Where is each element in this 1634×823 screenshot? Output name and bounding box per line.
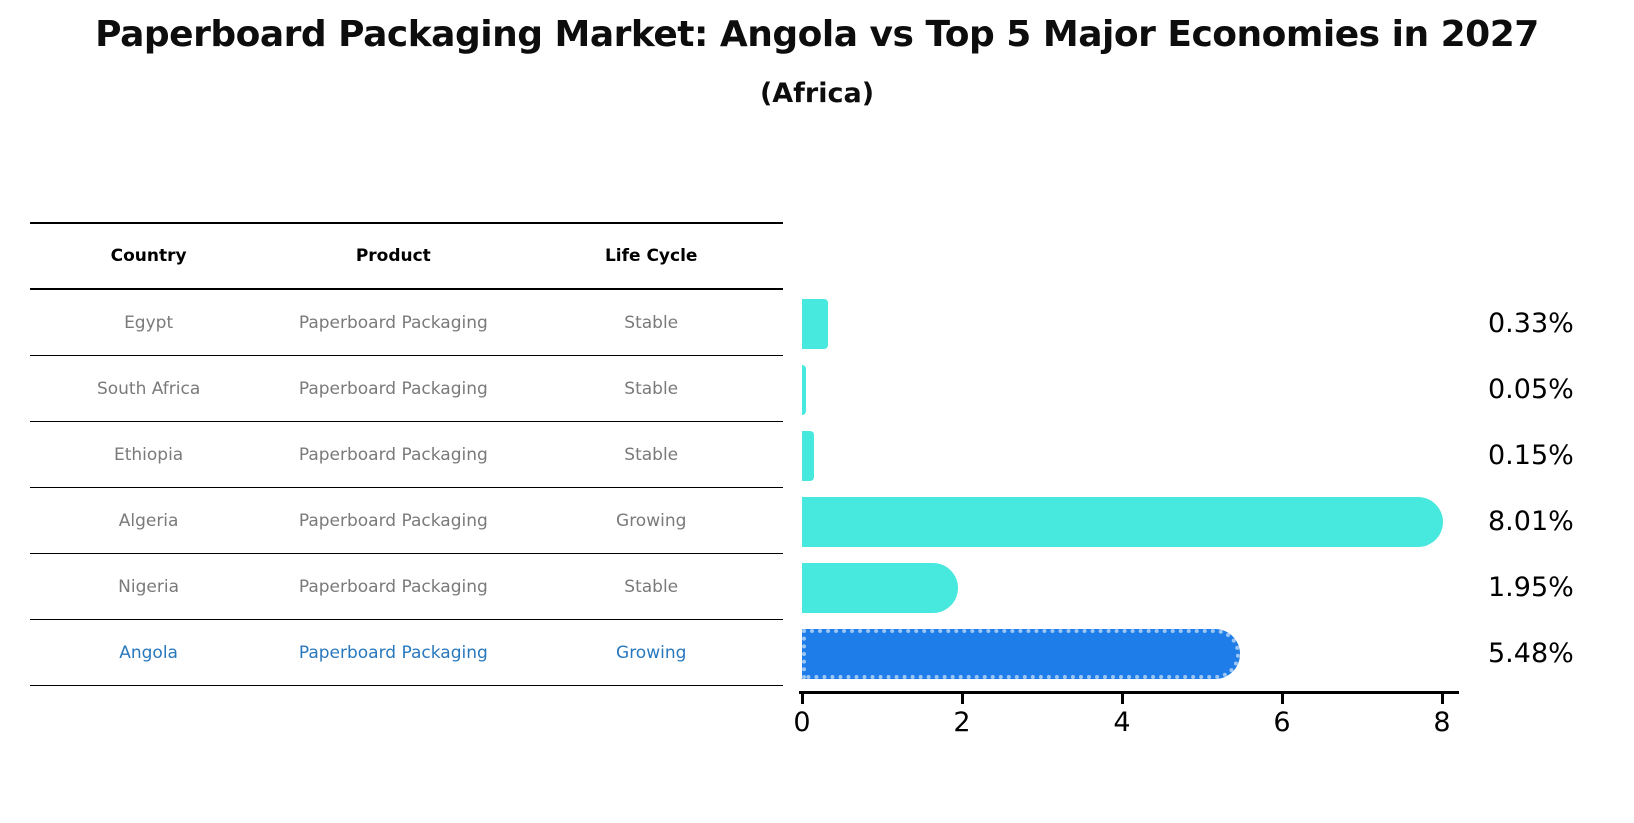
table-row: Egypt Paperboard Packaging Stable	[30, 290, 783, 356]
country-cell: South Africa	[96, 378, 201, 399]
value-label: 0.05%	[1488, 374, 1574, 405]
chart-bar	[802, 629, 1241, 679]
x-axis-tick-label: 0	[793, 707, 811, 738]
value-label: 1.95%	[1488, 572, 1574, 603]
country-cell: Ethiopia	[113, 444, 184, 465]
product-cell: Paperboard Packaging	[298, 510, 488, 531]
x-axis-tick	[961, 694, 964, 704]
chart-subtitle: (Africa)	[759, 78, 875, 109]
value-label: 0.33%	[1488, 308, 1574, 339]
product-cell: Paperboard Packaging	[298, 378, 488, 399]
product-cell: Paperboard Packaging	[298, 444, 488, 465]
country-cell: Nigeria	[118, 576, 179, 597]
chart-bar	[802, 299, 829, 349]
chart-title: Paperboard Packaging Market: Angola vs T…	[95, 14, 1539, 55]
table-header-life-cycle: Life Cycle	[604, 246, 698, 266]
value-label: 0.15%	[1488, 440, 1574, 471]
country-cell: Angola	[119, 642, 178, 663]
table-header-row: Country Product Life Cycle	[30, 224, 783, 290]
life-cycle-cell: Stable	[624, 312, 679, 333]
product-cell: Paperboard Packaging	[298, 642, 488, 663]
product-cell: Paperboard Packaging	[298, 576, 488, 597]
life-cycle-cell: Stable	[624, 576, 679, 597]
x-axis-tick-label: 6	[1273, 707, 1291, 738]
table-header-country: Country	[110, 246, 187, 266]
x-axis-tick	[1441, 694, 1444, 704]
chart-bar	[802, 365, 806, 415]
table-row: Ethiopia Paperboard Packaging Stable	[30, 422, 783, 488]
life-cycle-cell: Growing	[616, 510, 687, 531]
x-axis-tick	[1121, 694, 1124, 704]
x-axis-tick-label: 4	[1113, 707, 1131, 738]
table-header-product: Product	[355, 246, 431, 266]
chart-bar	[802, 563, 958, 613]
chart-bar	[802, 431, 814, 481]
x-axis	[799, 691, 1459, 694]
x-axis-tick	[801, 694, 804, 704]
value-label: 5.48%	[1488, 638, 1574, 669]
table-row: Angola Paperboard Packaging Growing	[30, 620, 783, 686]
value-label: 8.01%	[1488, 506, 1574, 537]
life-cycle-cell: Stable	[624, 378, 679, 399]
life-cycle-cell: Stable	[624, 444, 679, 465]
table-row: Nigeria Paperboard Packaging Stable	[30, 554, 783, 620]
life-cycle-cell: Growing	[616, 642, 687, 663]
country-cell: Algeria	[118, 510, 179, 531]
table-row: South Africa Paperboard Packaging Stable	[30, 356, 783, 422]
country-cell: Egypt	[124, 312, 174, 333]
table-row: Algeria Paperboard Packaging Growing	[30, 488, 783, 554]
x-axis-tick	[1281, 694, 1284, 704]
product-cell: Paperboard Packaging	[298, 312, 488, 333]
country-table: Country Product Life Cycle Egypt Paperbo…	[30, 222, 783, 686]
x-axis-tick-label: 8	[1433, 707, 1451, 738]
chart-bar	[802, 497, 1443, 547]
x-axis-tick-label: 2	[953, 707, 971, 738]
